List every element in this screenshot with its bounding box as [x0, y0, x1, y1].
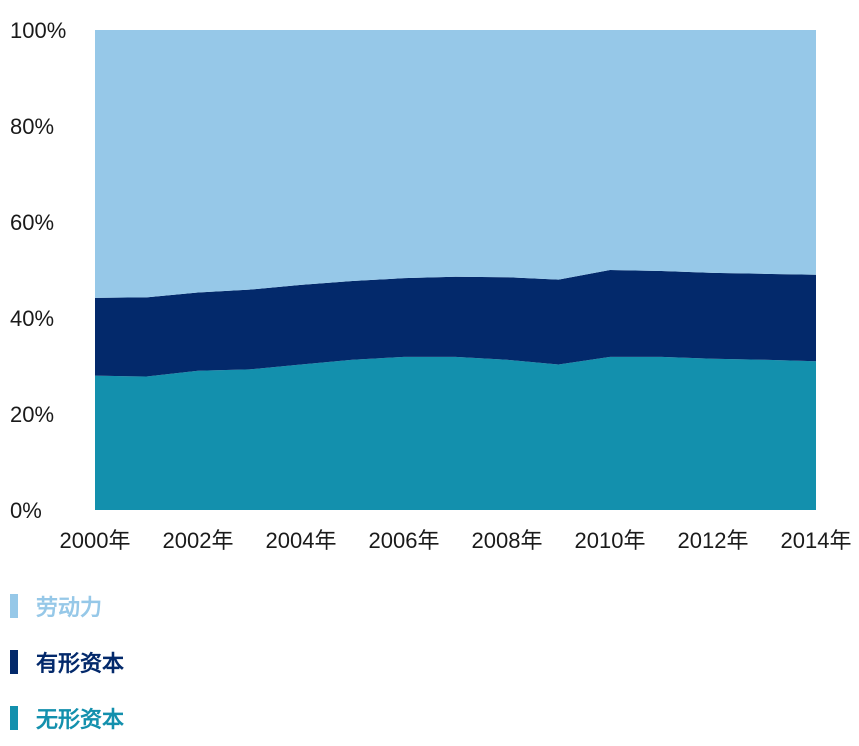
x-tick-label: 2004年 — [266, 528, 337, 553]
y-tick-label: 0% — [10, 498, 42, 523]
area-intangible-capital — [95, 356, 816, 510]
legend-label-tangible-capital: 有形资本 — [36, 652, 125, 677]
x-axis: 2000年 2002年 2004年 2006年 2008年 2010年 2012年 2014年 — [60, 528, 852, 553]
x-tick-label: 2000年 — [60, 528, 131, 553]
area-tangible-capital — [95, 270, 816, 377]
x-tick-label: 2006年 — [369, 528, 440, 553]
x-tick-label: 2008年 — [472, 528, 543, 553]
legend-item-labor: 劳动力 — [10, 578, 310, 634]
y-tick-label: 60% — [10, 210, 54, 235]
stacked-area-chart: 0%20%40%60%80%100% 2000年 2002年 2004年 2006年 2… — [10, 18, 852, 553]
legend-label-intangible-capital: 无形资本 — [36, 708, 125, 733]
x-tick-label: 2002年 — [163, 528, 234, 553]
legend-swatch-intangible-capital — [10, 706, 18, 730]
chart-areas — [95, 30, 816, 510]
x-tick-label: 2012年 — [678, 528, 749, 553]
legend-label-labor: 劳动力 — [36, 596, 103, 621]
y-tick-label: 100% — [10, 18, 66, 43]
legend: 劳动力 有形资本 无形资本 — [10, 578, 310, 746]
x-tick-label: 2014年 — [781, 528, 852, 553]
legend-swatch-tangible-capital — [10, 650, 18, 674]
legend-swatch-labor — [10, 594, 18, 618]
x-tick-label: 2010年 — [575, 528, 646, 553]
area-labor — [95, 30, 816, 298]
legend-item-tangible-capital: 有形资本 — [10, 634, 310, 690]
y-tick-label: 40% — [10, 306, 54, 331]
legend-item-intangible-capital: 无形资本 — [10, 690, 310, 746]
y-tick-label: 20% — [10, 402, 54, 427]
y-tick-label: 80% — [10, 114, 54, 139]
y-axis: 0% 20% 40% 60% 80% 100% — [10, 18, 66, 523]
